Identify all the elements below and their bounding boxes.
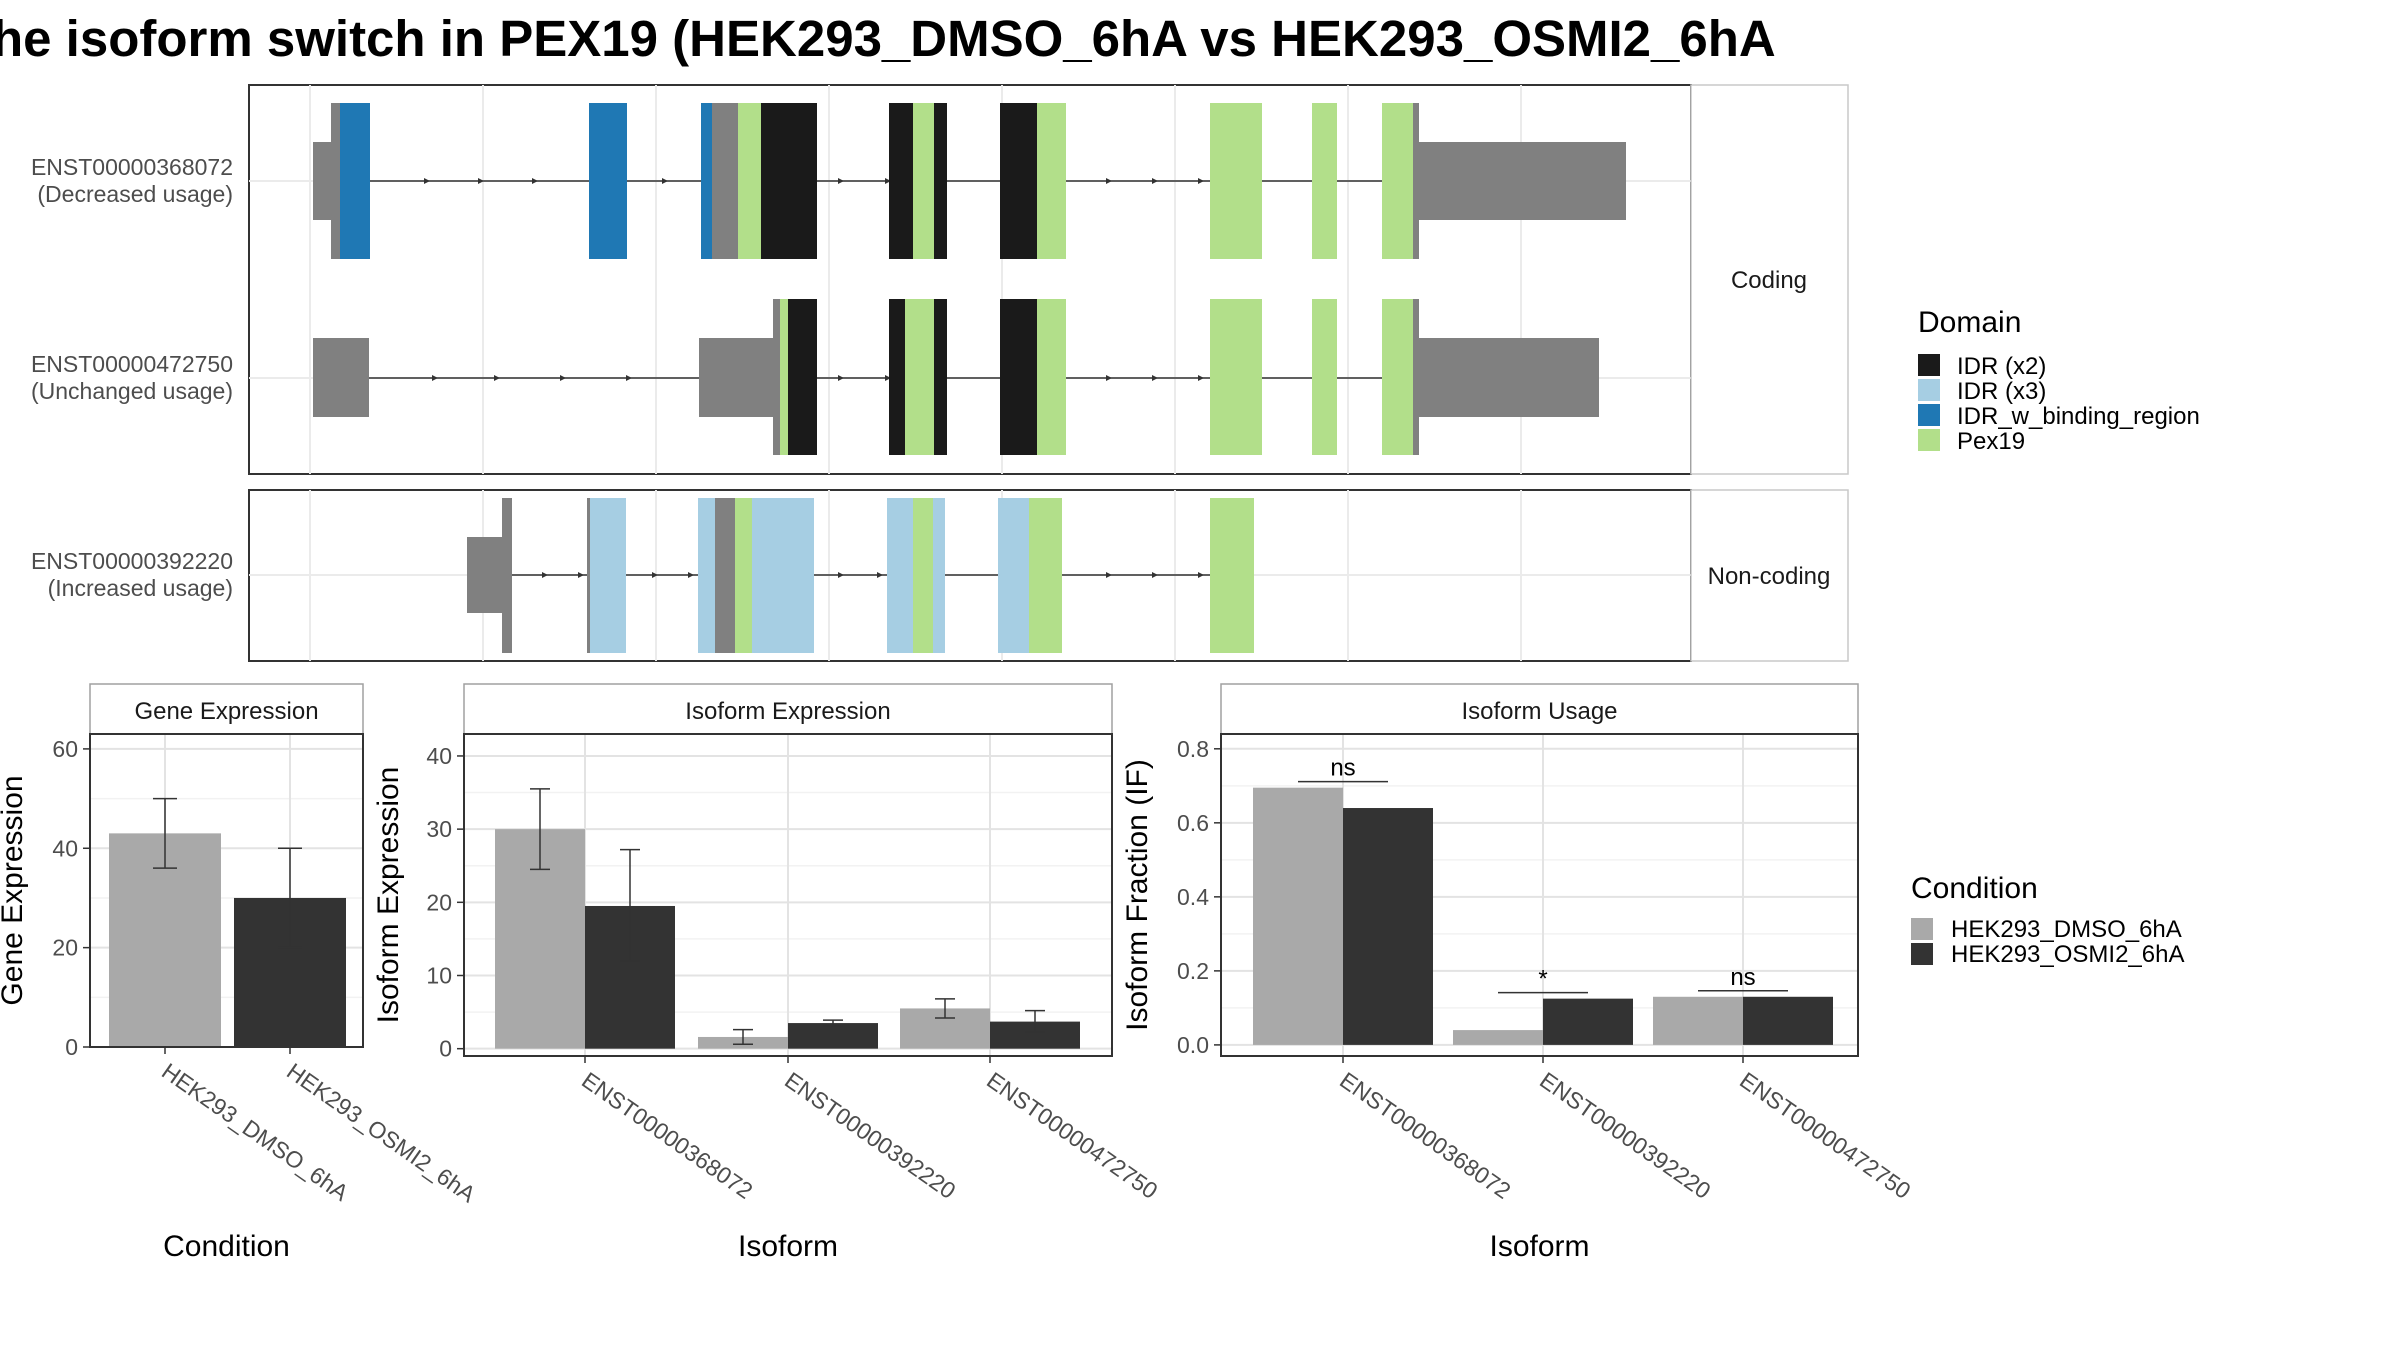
x-axis-title: Isoform xyxy=(1489,1230,1589,1263)
bar xyxy=(1543,998,1633,1045)
isoform-id-label: ENST00000392220 xyxy=(31,548,233,574)
legend-label: HEK293_OSMI2_6hA xyxy=(1951,941,2184,968)
strip-label: Isoform Usage xyxy=(1461,698,1617,725)
isoform-row-labels: ENST00000368072 (Decreased usage) ENST00… xyxy=(31,154,233,601)
structure-strip-label: Non-coding xyxy=(1708,563,1831,590)
bar xyxy=(1653,996,1743,1045)
legend-label: IDR_w_binding_region xyxy=(1957,403,2200,430)
y-tick-label: 0 xyxy=(439,1036,452,1062)
chart-panel-isoform-usage: Isoform Usage ns * ns 0.0 0.2 0.4 0.6 0.8 ENST000… xyxy=(1121,683,1916,1263)
y-tick-label: 30 xyxy=(426,816,452,842)
plot-border xyxy=(1220,733,1859,1057)
significance-label: ns xyxy=(1330,755,1355,782)
x-tick-label: ENST00000472750 xyxy=(1735,1067,1915,1204)
significance-label: ns xyxy=(1730,964,1755,991)
bar xyxy=(1253,787,1343,1045)
y-axis-title: Gene Expression xyxy=(0,775,29,1005)
legend-label: IDR (x3) xyxy=(1957,378,2046,405)
x-tick-label: ENST00000368072 xyxy=(577,1067,757,1204)
isoform-id-label: ENST00000472750 xyxy=(31,351,233,377)
bar-chart-panels: Gene Expression0204060HEK293_DMSO_6hAHEK… xyxy=(0,683,1916,1263)
y-tick-label: 40 xyxy=(52,835,78,861)
y-axis-title: Isoform Expression xyxy=(372,767,405,1024)
noncoding-structure-panel: Non-coding xyxy=(248,489,1849,662)
isoform-structure-ENST00000472750 xyxy=(313,299,1599,455)
isoform-id-label: ENST00000368072 xyxy=(31,154,233,180)
y-axis-title: Isoform Fraction (IF) xyxy=(1121,759,1154,1031)
chart-panel-isoform-expression: Isoform Expression 0 10 20 30 40 ENST000003680… xyxy=(372,683,1163,1263)
legend-swatch-idr-x3 xyxy=(1918,379,1940,401)
y-tick-label: 20 xyxy=(52,935,78,961)
coding-structure-panel: Coding xyxy=(248,84,1849,475)
strip-box xyxy=(1220,683,1859,735)
isoform-usage-label: (Unchanged usage) xyxy=(31,378,233,404)
legend-label: Pex19 xyxy=(1957,428,2025,455)
legend-label: HEK293_DMSO_6hA xyxy=(1951,916,2182,943)
y-tick-label: 0.0 xyxy=(1177,1032,1209,1058)
isoform-structure-ENST00000392220 xyxy=(467,498,1254,653)
y-tick-label: 0 xyxy=(65,1034,78,1060)
x-tick-label: ENST00000392220 xyxy=(1535,1067,1715,1204)
significance-label: * xyxy=(1538,966,1547,993)
legend-swatch-idr-binding xyxy=(1918,404,1940,426)
bar xyxy=(1343,808,1433,1045)
strip-label: Gene Expression xyxy=(134,698,318,725)
bar xyxy=(1453,1030,1543,1045)
legend-swatch-idr-x2 xyxy=(1918,354,1940,376)
domain-legend: Domain IDR (x2) IDR (x3) IDR_w_binding_r… xyxy=(1918,306,2200,455)
x-tick-label: ENST00000392220 xyxy=(780,1067,960,1204)
y-tick-label: 0.8 xyxy=(1177,736,1209,762)
bar xyxy=(1743,996,1833,1045)
y-tick-label: 0.6 xyxy=(1177,810,1209,836)
legend-swatch-osmi2 xyxy=(1911,943,1933,965)
isoform-structure-ENST00000368072 xyxy=(313,103,1626,259)
isoform-usage-label: (Increased usage) xyxy=(48,575,233,601)
bar xyxy=(109,833,221,1047)
y-tick-label: 60 xyxy=(52,736,78,762)
legend-label: IDR (x2) xyxy=(1957,353,2046,380)
legend-swatch-pex19 xyxy=(1918,429,1940,451)
y-tick-label: 20 xyxy=(426,889,452,915)
x-tick-label: ENST00000368072 xyxy=(1335,1067,1515,1204)
x-axis-title: Isoform xyxy=(738,1230,838,1263)
strip-box xyxy=(463,683,1113,735)
bar xyxy=(788,1023,878,1049)
strip-label: Isoform Expression xyxy=(685,698,890,725)
condition-legend-title: Condition xyxy=(1911,872,2038,905)
legend-swatch-dmso xyxy=(1911,918,1933,940)
strip-box xyxy=(89,683,364,735)
plot-border xyxy=(89,733,364,1048)
structure-strip-label: Coding xyxy=(1731,267,1807,294)
x-axis-title: Condition xyxy=(163,1230,290,1263)
y-tick-label: 0.4 xyxy=(1177,884,1209,910)
domain-legend-title: Domain xyxy=(1918,306,2021,339)
isoform-usage-label: (Decreased usage) xyxy=(37,181,233,207)
y-tick-label: 40 xyxy=(426,743,452,769)
y-tick-label: 0.2 xyxy=(1177,958,1209,984)
x-tick-label: ENST00000472750 xyxy=(982,1067,1162,1204)
chart-panel-gene-expression: Gene Expression0204060HEK293_DMSO_6hAHEK… xyxy=(0,683,481,1263)
condition-legend: Condition HEK293_DMSO_6hA HEK293_OSMI2_6… xyxy=(1911,872,2184,968)
figure-title: he isoform switch in PEX19 (HEK293_DMSO_… xyxy=(0,10,1776,67)
y-tick-label: 10 xyxy=(426,963,452,989)
